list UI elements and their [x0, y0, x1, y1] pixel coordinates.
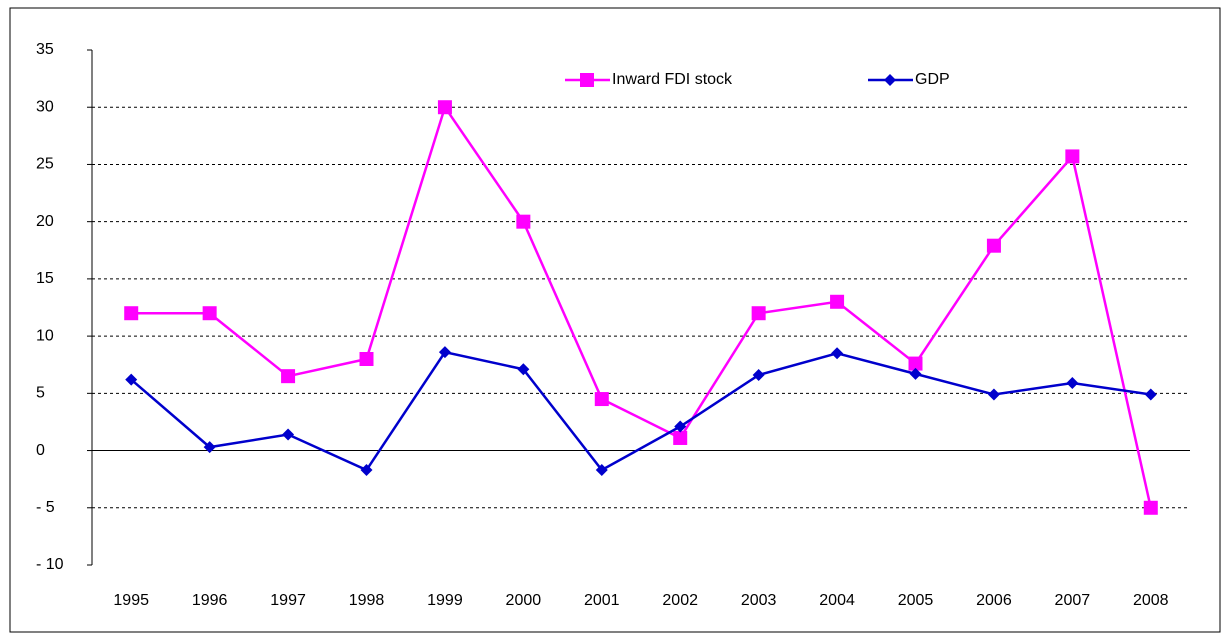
- x-tick-label: 1996: [192, 592, 228, 609]
- data-point: [360, 464, 373, 477]
- data-point: [831, 347, 844, 360]
- x-tick-label: 1999: [427, 592, 463, 609]
- data-point: [830, 294, 845, 309]
- y-tick-label: 30: [36, 98, 54, 115]
- y-tick-label: - 5: [36, 499, 55, 516]
- y-tick-label: 5: [36, 385, 45, 402]
- data-point: [124, 306, 139, 321]
- data-point: [908, 356, 923, 371]
- data-point: [1144, 388, 1157, 401]
- data-point: [282, 428, 295, 441]
- data-point: [673, 430, 688, 445]
- data-point: [751, 306, 766, 321]
- y-tick-label: - 10: [36, 556, 64, 573]
- data-point: [437, 100, 452, 115]
- y-tick-label: 0: [36, 442, 45, 459]
- y-tick-label: 20: [36, 213, 54, 230]
- legend-label: GDP: [915, 71, 950, 88]
- x-tick-label: 2005: [898, 592, 934, 609]
- x-tick-label: 2006: [976, 592, 1012, 609]
- y-tick-label: 15: [36, 270, 54, 287]
- x-tick-label: 1998: [349, 592, 385, 609]
- data-point: [674, 420, 687, 433]
- x-tick-label: 2000: [506, 592, 542, 609]
- legend-label: Inward FDI stock: [612, 71, 733, 88]
- y-tick-label: 10: [36, 327, 54, 344]
- x-tick-label: 1997: [270, 592, 306, 609]
- x-tick-label: 2001: [584, 592, 620, 609]
- data-point: [1143, 500, 1158, 515]
- x-tick-label: 2003: [741, 592, 777, 609]
- data-point: [438, 346, 451, 359]
- data-point: [986, 238, 1001, 253]
- x-tick-label: 2007: [1055, 592, 1091, 609]
- data-point: [1066, 377, 1079, 390]
- y-tick-label: 35: [36, 41, 54, 58]
- legend-marker: [884, 74, 896, 86]
- x-tick-label: 2008: [1133, 592, 1169, 609]
- data-point: [516, 214, 531, 229]
- y-tick-label: 25: [36, 156, 54, 173]
- series-line: [130, 350, 1151, 472]
- data-point: [203, 441, 216, 454]
- x-tick-label: 2002: [662, 592, 698, 609]
- x-tick-label: 2004: [819, 592, 855, 609]
- data-point: [909, 367, 922, 380]
- data-point: [987, 388, 1000, 401]
- series-line: [131, 104, 1153, 509]
- data-point: [752, 369, 765, 382]
- data-point: [1065, 149, 1080, 164]
- data-point: [281, 369, 296, 384]
- chart-frame: [9, 7, 1221, 633]
- data-point: [594, 392, 609, 407]
- x-tick-label: 1995: [113, 592, 149, 609]
- legend-marker: [580, 73, 594, 87]
- data-point: [359, 352, 374, 366]
- data-point: [595, 464, 608, 477]
- data-point: [517, 363, 530, 376]
- data-point: [125, 373, 138, 386]
- data-point: [202, 306, 217, 321]
